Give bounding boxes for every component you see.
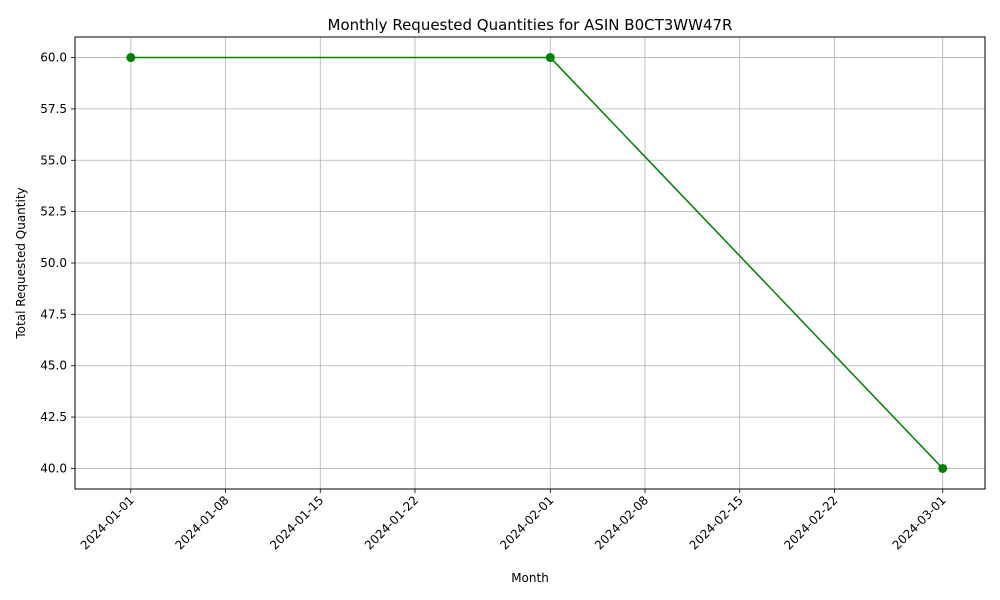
- chart-title: Monthly Requested Quantities for ASIN B0…: [328, 16, 733, 34]
- x-tick-label: 2024-01-22: [362, 493, 421, 552]
- y-tick-label: 60.0: [40, 51, 67, 65]
- y-tick-label: 45.0: [40, 359, 67, 373]
- x-tick-label: 2024-01-01: [78, 493, 137, 552]
- x-tick-label: 2024-02-22: [781, 493, 840, 552]
- y-axis-label: Total Requested Quantity: [14, 187, 28, 339]
- y-tick-label: 40.0: [40, 461, 67, 475]
- y-axis-ticks: 40.0 42.5 45.0 47.5 50.0 52.5 55.0 57.5 60.0: [40, 51, 75, 475]
- data-point: [545, 53, 555, 63]
- x-tick-label: 2024-02-01: [497, 493, 556, 552]
- x-tick-label: 2024-02-08: [592, 493, 651, 552]
- y-tick-label: 47.5: [40, 307, 67, 321]
- data-point: [126, 53, 136, 63]
- y-tick-label: 50.0: [40, 256, 67, 270]
- x-axis-label: Month: [511, 571, 549, 585]
- y-tick-label: 42.5: [40, 410, 67, 424]
- x-tick-label: 2024-02-15: [687, 493, 746, 552]
- x-tick-label: 2024-03-01: [890, 493, 949, 552]
- x-axis-ticks: 2024-01-01 2024-01-08 2024-01-15 2024-01-22…: [78, 489, 949, 552]
- grid: [75, 37, 985, 489]
- data-point: [938, 463, 948, 473]
- data-point-layer: [126, 53, 948, 473]
- y-tick-label: 55.0: [40, 153, 67, 167]
- x-tick-label: 2024-01-08: [172, 493, 231, 552]
- x-tick-label: 2024-01-15: [267, 493, 326, 552]
- y-tick-label: 57.5: [40, 102, 67, 116]
- y-tick-label: 52.5: [40, 205, 67, 219]
